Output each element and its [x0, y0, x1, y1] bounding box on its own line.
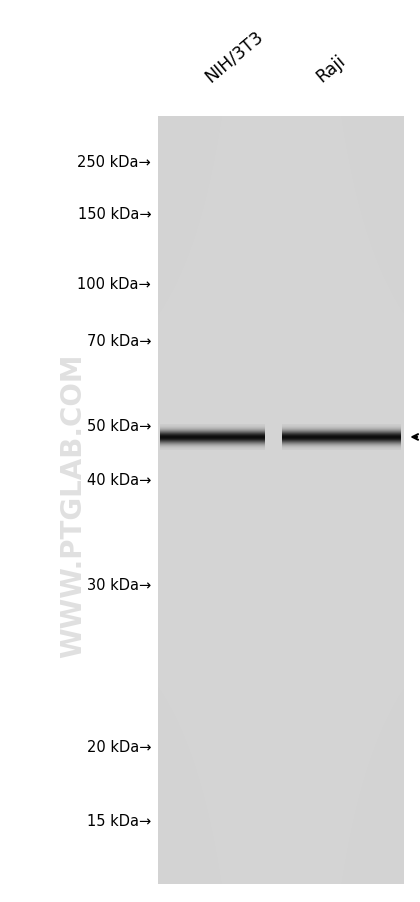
Text: WWW.PTGLAB.COM: WWW.PTGLAB.COM: [60, 353, 87, 658]
Text: 50 kDa→: 50 kDa→: [87, 419, 151, 433]
Text: 40 kDa→: 40 kDa→: [87, 473, 151, 487]
Text: 20 kDa→: 20 kDa→: [87, 740, 151, 754]
Text: NIH/3T3: NIH/3T3: [202, 27, 267, 86]
Text: Raji: Raji: [313, 51, 349, 86]
Text: 250 kDa→: 250 kDa→: [77, 155, 151, 170]
Text: 100 kDa→: 100 kDa→: [77, 277, 151, 291]
Text: 150 kDa→: 150 kDa→: [78, 207, 151, 222]
Text: 70 kDa→: 70 kDa→: [87, 334, 151, 348]
Text: 15 kDa→: 15 kDa→: [87, 814, 151, 828]
Text: 30 kDa→: 30 kDa→: [87, 577, 151, 592]
